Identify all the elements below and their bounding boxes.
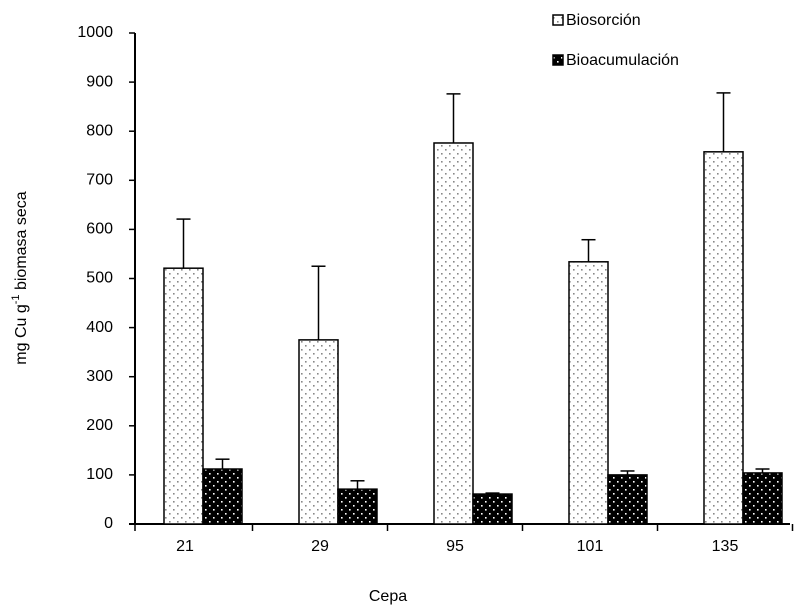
bar [607, 474, 648, 525]
bar [202, 468, 243, 525]
y-tick-label: 1000 [77, 24, 113, 41]
y-tick-label: 400 [86, 319, 113, 336]
bar [337, 488, 378, 525]
y-tick-label: 800 [86, 122, 113, 139]
y-axis-label: mg Cu g-1 biomasa seca [10, 191, 30, 365]
bar [163, 267, 204, 525]
x-tick-label: 29 [311, 538, 329, 555]
bar [298, 339, 339, 525]
y-tick-label: 700 [86, 172, 113, 189]
y-tick-label: 0 [104, 515, 113, 532]
y-tick-label: 300 [86, 368, 113, 385]
y-label-part: mg Cu g [13, 304, 30, 364]
x-tick-label: 95 [446, 538, 464, 555]
legend-swatch [552, 14, 564, 26]
x-tick-label: 135 [712, 538, 739, 555]
bar [433, 142, 474, 525]
bar [568, 261, 609, 525]
x-tick-label: 21 [176, 538, 194, 555]
y-tick-label: 200 [86, 417, 113, 434]
legend-label: Biosorción [566, 12, 641, 29]
y-tick-label: 600 [86, 221, 113, 238]
y-tick-label: 900 [86, 73, 113, 90]
legend-swatch [552, 54, 564, 66]
y-label-sup: -1 [10, 294, 22, 304]
x-tick-label: 101 [577, 538, 604, 555]
bar [472, 493, 513, 525]
y-label-part: biomasa seca [13, 191, 30, 294]
legend-label: Bioacumulación [566, 52, 679, 69]
y-tick-label: 100 [86, 466, 113, 483]
x-axis-label: Cepa [369, 588, 407, 605]
bar [703, 151, 744, 525]
bar [742, 472, 783, 525]
y-tick-label: 500 [86, 270, 113, 287]
